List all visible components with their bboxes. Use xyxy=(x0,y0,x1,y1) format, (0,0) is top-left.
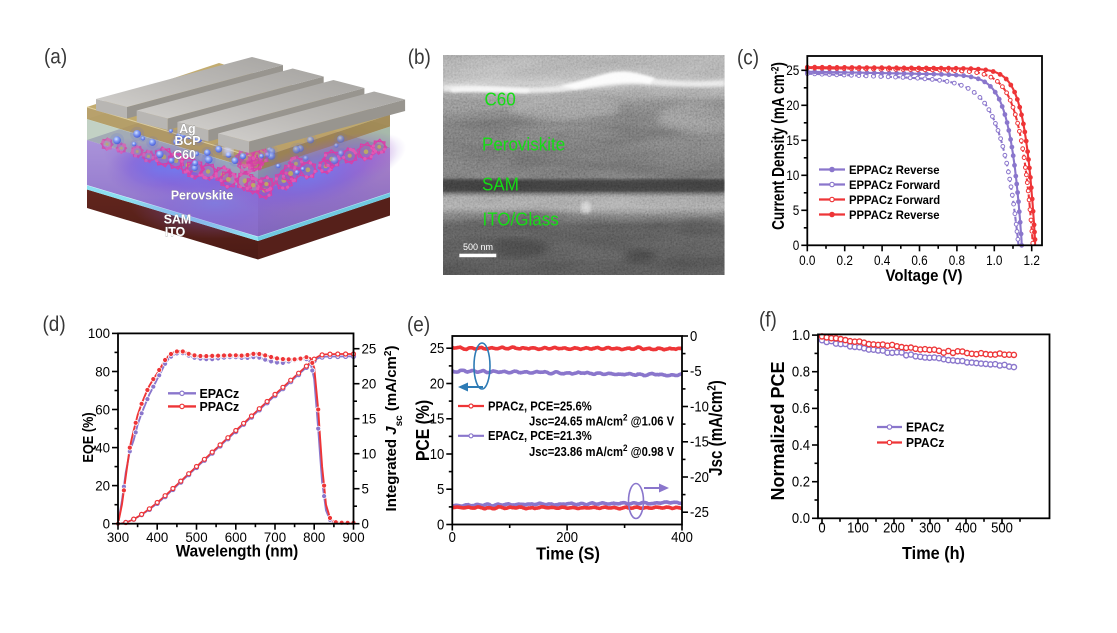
svg-text:Time (S): Time (S) xyxy=(536,544,600,564)
svg-text:20: 20 xyxy=(362,376,377,391)
svg-text:20: 20 xyxy=(786,97,799,113)
svg-text:100: 100 xyxy=(88,326,111,341)
svg-text:-25: -25 xyxy=(690,504,709,520)
svg-text:0: 0 xyxy=(793,237,800,253)
svg-text:0.0: 0.0 xyxy=(799,252,815,268)
svg-text:(a): (a) xyxy=(44,45,67,68)
svg-text:15: 15 xyxy=(786,132,799,148)
svg-text:EPPACz Forward: EPPACz Forward xyxy=(849,178,940,191)
svg-text:20: 20 xyxy=(95,478,110,493)
svg-text:PCE (%): PCE (%) xyxy=(412,400,434,461)
svg-text:0: 0 xyxy=(103,516,111,531)
svg-text:0.2: 0.2 xyxy=(792,474,810,490)
svg-text:PPPACz Forward: PPPACz Forward xyxy=(849,193,940,206)
svg-text:(e): (e) xyxy=(407,314,430,337)
svg-text:0: 0 xyxy=(362,516,370,531)
svg-text:10: 10 xyxy=(786,167,799,183)
svg-text:20: 20 xyxy=(430,376,445,392)
svg-text:PPACz: PPACz xyxy=(906,435,944,450)
svg-text:300: 300 xyxy=(919,520,941,536)
svg-text:Jsc (mA/cm2): Jsc (mA/cm2) xyxy=(706,380,727,476)
svg-text:Perovskite: Perovskite xyxy=(171,188,233,202)
svg-text:200: 200 xyxy=(556,529,578,545)
svg-text:400: 400 xyxy=(955,520,977,536)
svg-text:0: 0 xyxy=(449,529,457,545)
svg-text:25: 25 xyxy=(786,62,799,78)
svg-text:10: 10 xyxy=(362,446,377,461)
svg-text:25: 25 xyxy=(430,340,445,356)
svg-text:600: 600 xyxy=(225,530,248,545)
svg-text:SAM: SAM xyxy=(164,212,191,226)
svg-text:EPACz, PCE=21.3%: EPACz, PCE=21.3% xyxy=(488,429,592,444)
svg-text:PPPACz Reverse: PPPACz Reverse xyxy=(849,208,940,221)
svg-text:0.2: 0.2 xyxy=(837,252,853,268)
svg-text:400: 400 xyxy=(671,529,693,545)
svg-text:0.8: 0.8 xyxy=(792,364,810,380)
svg-text:5: 5 xyxy=(437,481,445,497)
svg-text:Integrated Jsc (mA/cm2): Integrated Jsc (mA/cm2) xyxy=(383,346,405,512)
svg-text:10: 10 xyxy=(430,446,445,462)
svg-text:Normalized PCE: Normalized PCE xyxy=(768,361,788,500)
svg-text:80: 80 xyxy=(95,364,110,379)
svg-text:300: 300 xyxy=(107,530,130,545)
svg-text:0: 0 xyxy=(437,517,445,533)
svg-text:Peroviskite: Peroviskite xyxy=(482,134,565,155)
svg-text:EPACz: EPACz xyxy=(200,386,240,401)
svg-text:C60: C60 xyxy=(173,148,196,162)
svg-text:1.0: 1.0 xyxy=(986,252,1002,268)
svg-text:900: 900 xyxy=(342,530,365,545)
svg-text:-15: -15 xyxy=(690,434,709,450)
svg-text:500: 500 xyxy=(991,520,1013,536)
svg-text:700: 700 xyxy=(264,530,287,545)
svg-text:Jsc=23.86 mA/cm2 @0.98 V: Jsc=23.86 mA/cm2 @0.98 V xyxy=(529,443,674,460)
svg-text:(f): (f) xyxy=(759,309,777,332)
svg-text:0.0: 0.0 xyxy=(792,510,810,526)
svg-text:-10: -10 xyxy=(690,399,709,415)
svg-text:(c): (c) xyxy=(737,46,759,69)
svg-text:Time (h): Time (h) xyxy=(902,543,965,563)
svg-text:15: 15 xyxy=(362,411,377,426)
svg-text:800: 800 xyxy=(303,530,326,545)
svg-text:-5: -5 xyxy=(690,363,702,379)
svg-text:Jsc=24.65 mA/cm2 @1.06 V: Jsc=24.65 mA/cm2 @1.06 V xyxy=(529,412,674,429)
svg-text:0: 0 xyxy=(818,520,826,536)
svg-text:15: 15 xyxy=(430,411,445,427)
svg-text:PPACz: PPACz xyxy=(200,399,240,414)
svg-text:25: 25 xyxy=(362,341,377,356)
svg-text:0.6: 0.6 xyxy=(792,401,810,417)
svg-text:Ag: Ag xyxy=(179,122,195,136)
svg-text:60: 60 xyxy=(95,402,110,417)
svg-text:EPPACz Reverse: EPPACz Reverse xyxy=(849,163,940,176)
svg-text:-20: -20 xyxy=(690,469,709,485)
svg-text:5: 5 xyxy=(793,202,800,218)
svg-text:100: 100 xyxy=(847,520,869,536)
svg-text:500: 500 xyxy=(185,530,208,545)
svg-text:(b): (b) xyxy=(408,46,431,69)
svg-text:EPACz: EPACz xyxy=(906,420,944,435)
svg-text:400: 400 xyxy=(146,530,169,545)
svg-text:ITO: ITO xyxy=(165,225,185,239)
svg-text:(d): (d) xyxy=(43,313,66,336)
svg-text:5: 5 xyxy=(362,481,370,496)
svg-text:1.0: 1.0 xyxy=(792,327,810,343)
svg-text:EQE (%): EQE (%) xyxy=(79,412,96,462)
svg-text:Wavelength (nm): Wavelength (nm) xyxy=(176,542,299,561)
svg-text:SAM: SAM xyxy=(482,174,519,195)
svg-text:0.8: 0.8 xyxy=(949,252,965,268)
svg-text:PPACz, PCE=25.6%: PPACz, PCE=25.6% xyxy=(488,399,592,414)
svg-text:BCP: BCP xyxy=(174,134,201,148)
svg-text:0.6: 0.6 xyxy=(911,252,927,268)
svg-text:C60: C60 xyxy=(485,89,516,110)
svg-text:ITO/Glass: ITO/Glass xyxy=(483,209,559,230)
svg-text:0.4: 0.4 xyxy=(792,437,810,453)
svg-text:1.2: 1.2 xyxy=(1024,252,1040,268)
svg-text:0: 0 xyxy=(690,328,698,344)
svg-text:Voltage (V): Voltage (V) xyxy=(886,267,963,285)
svg-text:200: 200 xyxy=(883,520,905,536)
svg-text:500 nm: 500 nm xyxy=(463,242,493,252)
svg-text:0.4: 0.4 xyxy=(874,252,890,268)
svg-text:40: 40 xyxy=(95,440,110,455)
svg-text:Current Density (mA cm-2): Current Density (mA cm-2) xyxy=(769,62,789,230)
